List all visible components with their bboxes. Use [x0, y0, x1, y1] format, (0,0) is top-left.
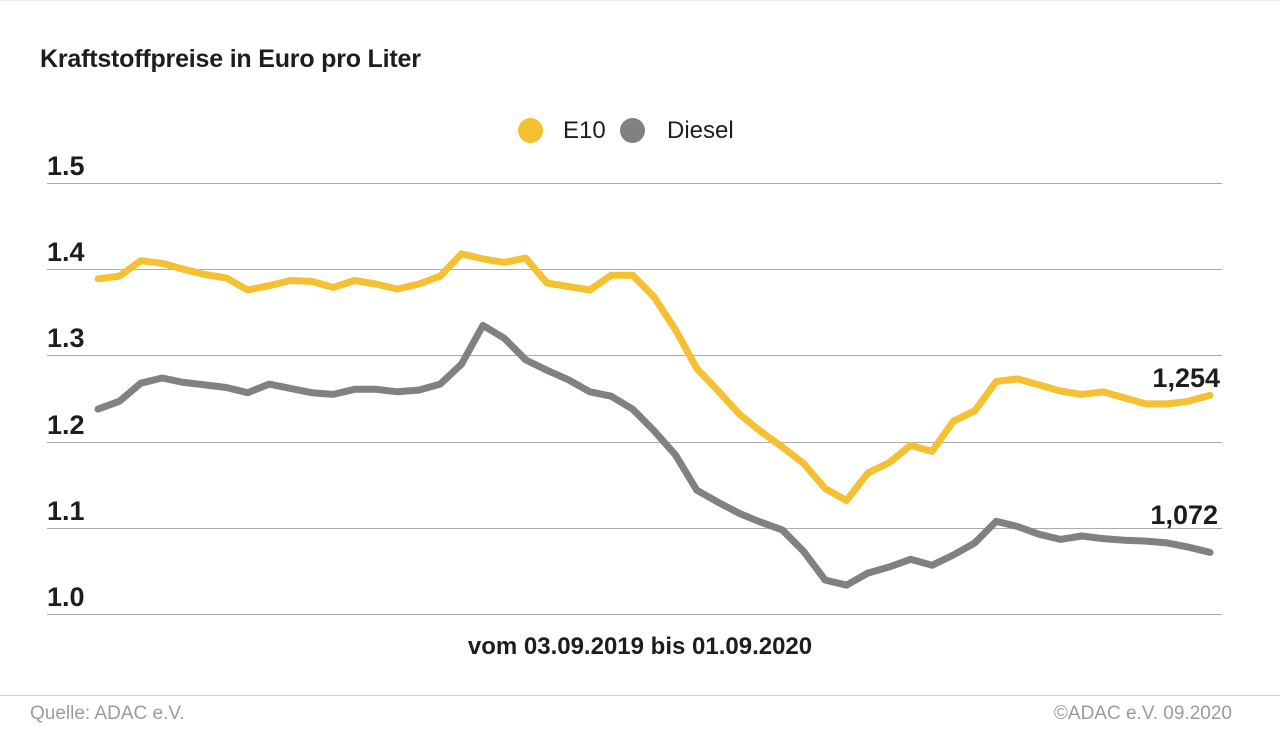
- y-tick-label-1-0: 1.0: [47, 582, 85, 612]
- y-tick-label-1-3: 1.3: [47, 323, 85, 353]
- footer-divider: [0, 695, 1280, 696]
- e10-end-value-label: 1,254: [1152, 363, 1220, 393]
- y-tick-label-1-4: 1.4: [47, 237, 85, 267]
- diesel-legend-dot-icon: [620, 118, 645, 143]
- y-tick-label-1-1: 1.1: [47, 496, 85, 526]
- y-tick-label-1-5: 1.5: [47, 151, 85, 181]
- diesel-end-value-label: 1,072: [1150, 500, 1218, 530]
- e10-legend-label: E10: [563, 117, 606, 144]
- e10-line: [94, 250, 1214, 505]
- gridline-1-3: [47, 355, 1222, 356]
- date-range-caption: vom 03.09.2019 bis 01.09.2020: [467, 633, 813, 660]
- gridline-1-2: [47, 442, 1222, 443]
- gridline-1-4: [47, 269, 1222, 270]
- source-note: Quelle: ADAC e.V.: [30, 703, 185, 724]
- gridline-1-1: [47, 528, 1222, 529]
- gridline-1-0: [47, 614, 1222, 615]
- page-title: Kraftstoffpreise in Euro pro Liter: [40, 45, 421, 73]
- chart-legend: E10 Diesel: [0, 115, 1280, 147]
- e10-legend-dot-icon: [518, 118, 543, 143]
- y-tick-label-1-2: 1.2: [47, 410, 85, 440]
- diesel-legend-label: Diesel: [667, 117, 734, 144]
- copyright-note: ©ADAC e.V. 09.2020: [1053, 703, 1232, 724]
- diesel-line: [94, 321, 1214, 589]
- gridline-1-5: [47, 183, 1222, 184]
